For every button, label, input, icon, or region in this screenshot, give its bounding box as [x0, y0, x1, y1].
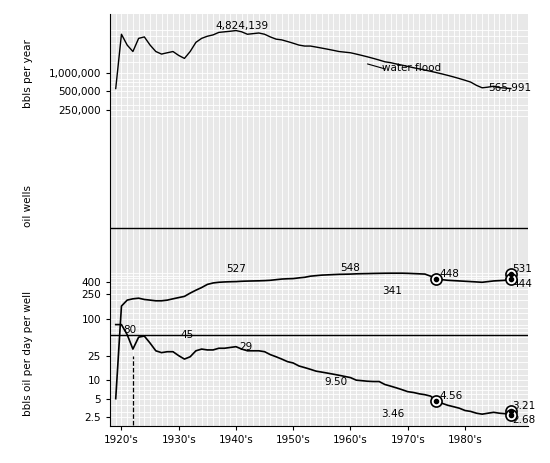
Text: 531: 531 [513, 264, 532, 274]
Text: water flood: water flood [382, 63, 441, 73]
Text: 80: 80 [123, 325, 136, 335]
Text: bbls per year: bbls per year [24, 39, 34, 108]
Text: 3.46: 3.46 [382, 408, 405, 419]
Text: 548: 548 [340, 263, 360, 273]
Text: 2.68: 2.68 [513, 415, 536, 425]
Text: bbls oil per day per well: bbls oil per day per well [24, 291, 34, 416]
Text: 9.50: 9.50 [324, 376, 348, 387]
Text: 4,824,139: 4,824,139 [215, 20, 268, 31]
Text: 341: 341 [382, 286, 402, 296]
Text: 448: 448 [439, 269, 459, 279]
Text: 565,991: 565,991 [488, 83, 531, 93]
Text: 45: 45 [180, 330, 194, 340]
Text: 3.21: 3.21 [513, 400, 536, 411]
Text: oil wells: oil wells [24, 184, 34, 226]
Text: 444: 444 [513, 279, 532, 289]
Text: 29: 29 [239, 342, 252, 352]
Text: 4.56: 4.56 [439, 391, 463, 401]
Text: 527: 527 [226, 264, 246, 274]
